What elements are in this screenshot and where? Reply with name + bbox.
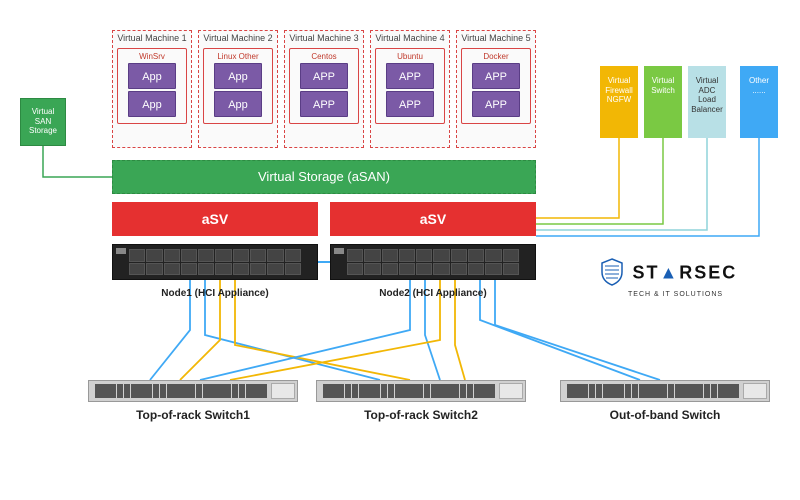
node1-label: Node1 (HCI Appliance)	[112, 288, 318, 299]
logo-brand: ST▲RSEC	[632, 263, 737, 283]
app-box: APP	[472, 63, 520, 89]
os-label: Linux Other	[206, 52, 270, 61]
server-node-2	[330, 244, 536, 280]
app-box: APP	[386, 63, 434, 89]
san-storage-box: Virtual SAN Storage	[20, 98, 66, 146]
switch-1	[88, 380, 298, 402]
vm-title: Virtual Machine 3	[285, 31, 363, 46]
switch-ports	[95, 384, 267, 398]
os-box: WinSrv AppApp	[117, 48, 187, 124]
brand-logo: ST▲RSEC TECH & IT SOLUTIONS	[600, 258, 737, 298]
service-box-2: Virtual Switch	[644, 66, 682, 138]
os-box: Docker APPAPP	[461, 48, 531, 124]
switch-2	[316, 380, 526, 402]
app-box: App	[128, 63, 176, 89]
os-box: Centos APPAPP	[289, 48, 359, 124]
diagram-canvas: Virtual SAN Storage Virtual Machine 1 Wi…	[0, 0, 800, 500]
app-box: APP	[300, 91, 348, 117]
vm-container-3: Virtual Machine 3 Centos APPAPP	[284, 30, 364, 148]
app-box: App	[214, 91, 262, 117]
vm-title: Virtual Machine 5	[457, 31, 535, 46]
switch-3	[560, 380, 770, 402]
os-label: Ubuntu	[378, 52, 442, 61]
os-label: Centos	[292, 52, 356, 61]
server-node-1	[112, 244, 318, 280]
vm-title: Virtual Machine 2	[199, 31, 277, 46]
service-box-1: Virtual Firewall NGFW	[600, 66, 638, 138]
app-box: App	[214, 63, 262, 89]
os-box: Linux Other AppApp	[203, 48, 273, 124]
asv-box-1: aSV	[112, 202, 318, 236]
service-box-3: Virtual ADC Load Balancer	[688, 66, 726, 138]
switch-ports	[323, 384, 495, 398]
switch-ports	[567, 384, 739, 398]
app-box: APP	[472, 91, 520, 117]
logo-tagline: TECH & IT SOLUTIONS	[628, 291, 737, 298]
node2-label: Node2 (HCI Appliance)	[330, 288, 536, 299]
switch2-label: Top-of-rack Switch2	[316, 408, 526, 422]
vm-container-5: Virtual Machine 5 Docker APPAPP	[456, 30, 536, 148]
server-bays	[129, 249, 301, 275]
vm-title: Virtual Machine 1	[113, 31, 191, 46]
vstorage-label: Virtual Storage (aSAN)	[258, 169, 390, 184]
asv-label-1: aSV	[202, 211, 228, 227]
switch3-label: Out-of-band Switch	[560, 408, 770, 422]
service-box-4: Other ......	[740, 66, 778, 138]
os-label: Docker	[464, 52, 528, 61]
os-label: WinSrv	[120, 52, 184, 61]
asv-label-2: aSV	[420, 211, 446, 227]
vm-container-4: Virtual Machine 4 Ubuntu APPAPP	[370, 30, 450, 148]
vm-container-2: Virtual Machine 2 Linux Other AppApp	[198, 30, 278, 148]
shield-icon	[600, 258, 624, 291]
asv-box-2: aSV	[330, 202, 536, 236]
switch1-label: Top-of-rack Switch1	[88, 408, 298, 422]
app-box: App	[128, 91, 176, 117]
vm-title: Virtual Machine 4	[371, 31, 449, 46]
app-box: APP	[300, 63, 348, 89]
san-label: Virtual SAN Storage	[29, 107, 57, 135]
os-box: Ubuntu APPAPP	[375, 48, 445, 124]
vm-container-1: Virtual Machine 1 WinSrv AppApp	[112, 30, 192, 148]
app-box: APP	[386, 91, 434, 117]
server-bays	[347, 249, 519, 275]
virtual-storage-bar: Virtual Storage (aSAN)	[112, 160, 536, 194]
